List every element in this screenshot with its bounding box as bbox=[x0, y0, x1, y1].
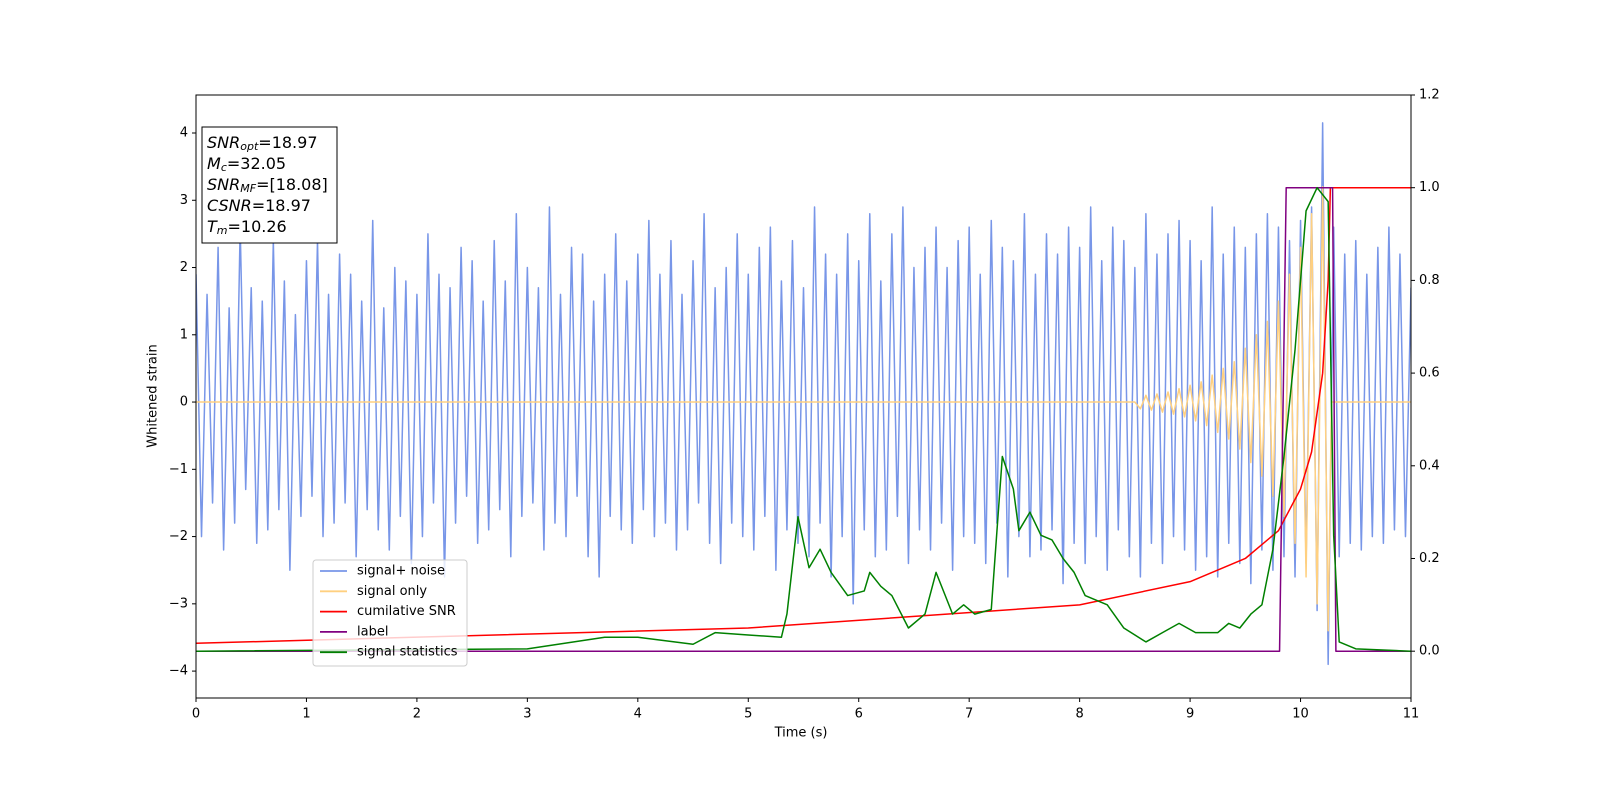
y-tick-label: −3 bbox=[169, 596, 188, 611]
annotation-base: CSNR bbox=[207, 196, 252, 215]
x-tick-label: 7 bbox=[965, 707, 973, 722]
legend-box bbox=[312, 559, 468, 667]
annotation-rest: =18.97 bbox=[252, 196, 311, 215]
annotation-sub: m bbox=[217, 224, 228, 237]
annotation-base: SNR bbox=[207, 175, 240, 194]
y-tick-label: 3 bbox=[180, 193, 188, 208]
legend-label: signal statistics bbox=[357, 645, 458, 660]
y2-tick-label: 1.0 bbox=[1419, 180, 1440, 195]
y-tick-label: 2 bbox=[180, 260, 188, 275]
y2-tick-label: 0.2 bbox=[1419, 551, 1440, 566]
annotation-base: M bbox=[207, 154, 221, 173]
y-tick-label: 1 bbox=[180, 327, 188, 342]
x-axis-label: Time (s) bbox=[774, 726, 828, 741]
annotation-sub: c bbox=[221, 161, 227, 174]
x-tick-label: 11 bbox=[1403, 707, 1420, 722]
y-axis-label: Whitened strain bbox=[146, 344, 161, 447]
legend-label: cumilative SNR bbox=[357, 604, 456, 619]
x-tick-label: 0 bbox=[192, 707, 200, 722]
series-line bbox=[196, 186, 1411, 632]
legend-label: label bbox=[357, 624, 388, 639]
x-tick-label: 9 bbox=[1186, 707, 1194, 722]
annotation-base: SNR bbox=[207, 133, 240, 152]
y2-tick-label: 1.2 bbox=[1419, 88, 1440, 103]
legend: signal+ noise signal only cumilative SNR la… bbox=[312, 559, 468, 667]
annotation-rest: =18.97 bbox=[258, 133, 317, 152]
x-tick-label: 5 bbox=[744, 707, 752, 722]
annotation-base: T bbox=[207, 217, 218, 236]
y-tick-label: −1 bbox=[169, 462, 188, 477]
plot-area bbox=[196, 122, 1411, 666]
annotation-rest: =[18.08] bbox=[256, 175, 328, 194]
series-line bbox=[196, 122, 1411, 666]
annotation-line: SNRopt=18.97 bbox=[207, 133, 318, 154]
x-tick-label: 1 bbox=[302, 707, 310, 722]
x-tick-label: 8 bbox=[1075, 707, 1083, 722]
axes-frame bbox=[195, 94, 1412, 699]
annotation-sub: MF bbox=[240, 182, 256, 195]
y-tick-label: 4 bbox=[180, 126, 188, 141]
y2-tick-label: 0.0 bbox=[1419, 644, 1440, 659]
annotation-rest: =32.05 bbox=[227, 154, 286, 173]
annotation-box bbox=[201, 126, 338, 244]
annotation-line: CSNR=18.97 bbox=[207, 196, 311, 215]
y-tick-label: −2 bbox=[169, 529, 188, 544]
y2-tick-label: 0.8 bbox=[1419, 273, 1440, 288]
y-tick-label: 0 bbox=[180, 395, 188, 410]
legend-label: signal+ noise bbox=[357, 564, 445, 579]
y2-tick-label: 0.4 bbox=[1419, 458, 1440, 473]
x-tick-label: 10 bbox=[1292, 707, 1309, 722]
y2-tick-label: 0.6 bbox=[1419, 366, 1440, 381]
y-tick-label: −4 bbox=[169, 664, 188, 679]
legend-label: signal only bbox=[357, 584, 427, 599]
annotation-line: Tm=10.26 bbox=[207, 217, 287, 238]
annotation-line: Mc=32.05 bbox=[207, 154, 286, 175]
x-tick-label: 2 bbox=[413, 707, 421, 722]
annotation-rest: =10.26 bbox=[228, 217, 287, 236]
series-line bbox=[196, 186, 1411, 652]
annotation: SNRopt=18.97Mc=32.05SNRMF=[18.08]CSNR=18… bbox=[201, 126, 338, 244]
x-tick-label: 6 bbox=[855, 707, 863, 722]
annotation-sub: opt bbox=[240, 140, 259, 153]
series-line bbox=[196, 186, 1411, 652]
x-tick-label: 4 bbox=[634, 707, 642, 722]
x-tick-label: 3 bbox=[523, 707, 531, 722]
annotation-line: SNRMF=[18.08] bbox=[207, 175, 328, 196]
